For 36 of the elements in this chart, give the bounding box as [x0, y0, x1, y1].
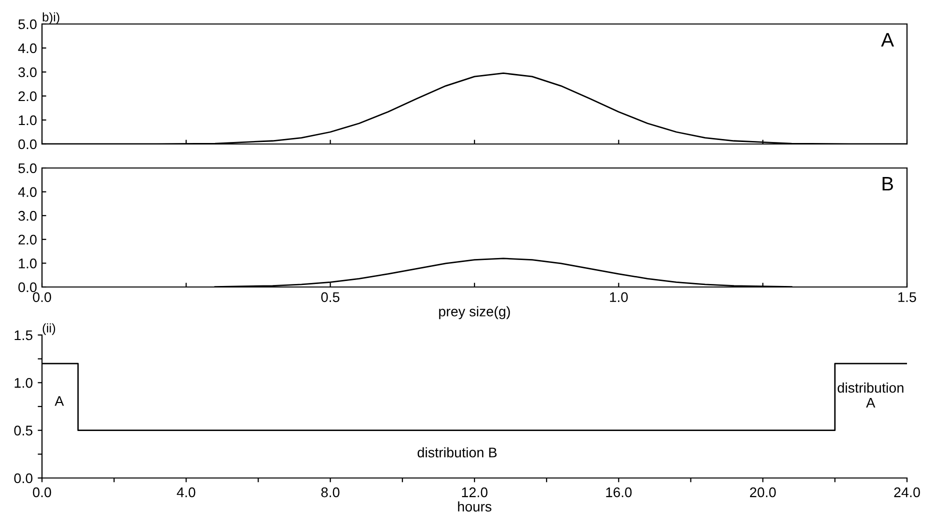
x-tick-label: 24.0 [894, 487, 920, 498]
x-tick-label: 4.0 [176, 487, 196, 498]
x-axis-title: prey size(g) [439, 306, 510, 320]
x-tick-label: 0.0 [32, 292, 52, 302]
y-tick-label: 4.0 [18, 43, 37, 54]
y-tick-label: 4.0 [18, 187, 37, 197]
x-tick-label: 0.0 [32, 487, 52, 498]
chart-title: b)i) [42, 12, 60, 24]
annotation: B [882, 177, 893, 190]
x-tick-label: 1.5 [898, 292, 916, 302]
x-tick-label: 20.0 [750, 487, 776, 498]
y-tick-label: 1.0 [14, 378, 32, 388]
x-tick-label: 0.5 [321, 292, 340, 302]
annotation: A [881, 33, 894, 46]
y-tick-label: 3.0 [18, 67, 37, 78]
annotation: A [54, 396, 64, 406]
y-tick-label: 1.5 [14, 330, 32, 340]
chart-title: (ii) [42, 323, 56, 335]
y-tick-label: 0.5 [14, 426, 32, 436]
annotation: distribution A [838, 382, 904, 408]
y-tick-label: 2.0 [18, 91, 37, 102]
y-tick-label: 0.0 [18, 139, 37, 150]
annotation: distribution B [418, 447, 497, 458]
y-tick-label: 0.0 [18, 282, 37, 292]
x-tick-label: 16.0 [606, 487, 632, 498]
y-tick-label: 3.0 [18, 210, 37, 221]
x-tick-label: 8.0 [321, 487, 340, 498]
y-tick-label: 2.0 [18, 234, 37, 245]
x-axis-title: hours [458, 501, 492, 512]
y-tick-label: 1.0 [18, 115, 37, 126]
y-tick-label: 1.0 [18, 258, 37, 268]
y-tick-label: 5.0 [18, 19, 37, 30]
y-tick-label: 0.0 [14, 473, 32, 484]
x-tick-label: 1.0 [610, 292, 628, 302]
x-tick-label: 12.0 [462, 487, 488, 498]
y-tick-label: 5.0 [18, 163, 37, 174]
